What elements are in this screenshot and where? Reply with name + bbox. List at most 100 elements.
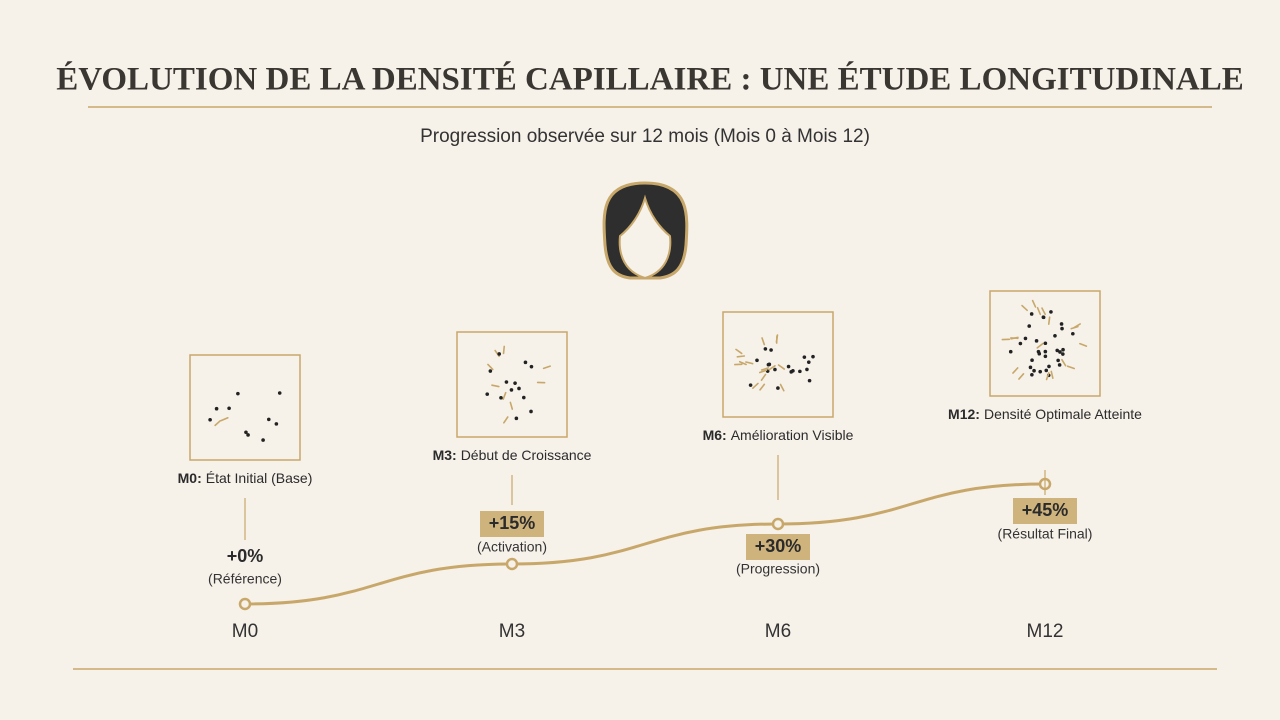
hair-dot xyxy=(1027,324,1032,328)
hair-strand xyxy=(1050,370,1054,380)
hair-strand xyxy=(1010,336,1019,340)
hair-strand xyxy=(1036,306,1042,316)
hair-dot xyxy=(805,367,809,372)
hair-dot xyxy=(1037,351,1042,356)
data-point xyxy=(505,557,519,571)
hair-dot xyxy=(806,360,811,364)
hair-dot xyxy=(277,391,282,395)
value-label: +15% xyxy=(489,513,536,533)
density-sample xyxy=(189,354,301,461)
milestone-label: M0: État Initial (Base) xyxy=(178,470,313,486)
hair-dot xyxy=(789,370,794,374)
hair-strand xyxy=(1066,365,1076,370)
hair-dot xyxy=(266,417,271,422)
hair-dot xyxy=(1056,358,1060,363)
hair-dot xyxy=(1030,372,1034,377)
hair-strand xyxy=(760,373,767,382)
hair-dot xyxy=(1038,369,1043,374)
data-point xyxy=(238,597,252,611)
hair-dot xyxy=(514,416,519,421)
hair-dot xyxy=(1071,331,1075,336)
hair-dot xyxy=(244,430,248,435)
hair-dot xyxy=(1057,363,1062,367)
hair-icon xyxy=(602,181,689,280)
hair-strand xyxy=(1047,316,1051,325)
hair-dot xyxy=(236,391,240,396)
hair-strand xyxy=(1021,304,1028,312)
hair-dot xyxy=(1044,368,1049,373)
hair-dot xyxy=(766,362,771,367)
density-sample xyxy=(456,331,568,438)
sample-frame xyxy=(722,311,834,418)
x-tick-label: M0 xyxy=(232,621,258,642)
hair-strand xyxy=(1041,307,1046,316)
milestone-tag: M3: xyxy=(433,447,457,463)
hair-strand xyxy=(736,355,746,358)
hair-dot xyxy=(776,386,780,390)
density-sample xyxy=(722,311,834,418)
density-sample xyxy=(989,290,1101,397)
hair-dot xyxy=(807,378,812,383)
hair-dot xyxy=(1043,341,1048,346)
hair-dot xyxy=(1061,352,1065,356)
hair-strand xyxy=(491,384,500,388)
milestone-tag: M12: xyxy=(948,406,980,422)
value-highlight xyxy=(480,511,544,537)
hair-dot xyxy=(1047,364,1051,369)
hair-dot xyxy=(485,392,490,396)
trend-line xyxy=(244,482,1046,606)
hair-dot xyxy=(1058,350,1062,354)
milestone-text: État Initial (Base) xyxy=(206,470,313,486)
hair-strand xyxy=(779,383,785,392)
hair-dot xyxy=(509,388,514,392)
hair-dot xyxy=(1041,315,1046,319)
hair-strand xyxy=(768,364,776,371)
hair-strand xyxy=(759,383,766,391)
value-highlight xyxy=(1013,498,1077,524)
milestone-label: M6: Amélioration Visible xyxy=(703,427,854,443)
value-label: +45% xyxy=(1022,500,1069,520)
hair-strand xyxy=(1045,372,1050,381)
hair-dot xyxy=(529,409,533,414)
hair-dot xyxy=(1043,354,1048,359)
hair-strand xyxy=(1036,342,1044,349)
hair-strand xyxy=(503,416,509,424)
hair-dot xyxy=(1043,349,1048,354)
hair-dot xyxy=(522,395,526,400)
hair-dot xyxy=(798,369,802,374)
hair-strand xyxy=(760,367,770,371)
hair-strand xyxy=(509,401,514,410)
hair-dot xyxy=(208,417,212,422)
hair-dot xyxy=(1049,310,1053,314)
milestone-tag: M0: xyxy=(178,470,202,486)
hair-dot xyxy=(513,381,517,385)
hair-strand xyxy=(1061,358,1067,367)
milestone-text: Amélioration Visible xyxy=(731,427,854,443)
x-tick-label: M3 xyxy=(499,621,525,642)
hair-strand xyxy=(1073,323,1081,329)
hair-dot xyxy=(1053,333,1057,338)
hair-strand xyxy=(542,365,552,370)
hair-dot xyxy=(1059,322,1064,326)
hair-strand xyxy=(758,369,768,374)
hair-dot xyxy=(497,352,502,356)
hair-strand xyxy=(502,391,507,401)
hair-strand xyxy=(1012,367,1019,374)
hair-strand xyxy=(777,364,786,370)
hair-strand xyxy=(761,337,766,346)
sample-frame xyxy=(989,290,1101,397)
hair-dot xyxy=(1034,339,1039,343)
hair-strand xyxy=(220,416,229,422)
hair-dot xyxy=(517,386,521,391)
milestone-text: Densité Optimale Atteinte xyxy=(984,406,1142,422)
hair-dot xyxy=(227,406,231,411)
hair-dot xyxy=(504,380,509,384)
value-note: (Progression) xyxy=(736,561,820,577)
sample-frame xyxy=(456,331,568,438)
hair-dot xyxy=(488,369,493,373)
chart-title: ÉVOLUTION DE LA DENSITÉ CAPILLAIRE : UNE… xyxy=(56,61,1244,98)
hair-dot xyxy=(529,364,534,369)
milestone-tag: M6: xyxy=(703,427,727,443)
